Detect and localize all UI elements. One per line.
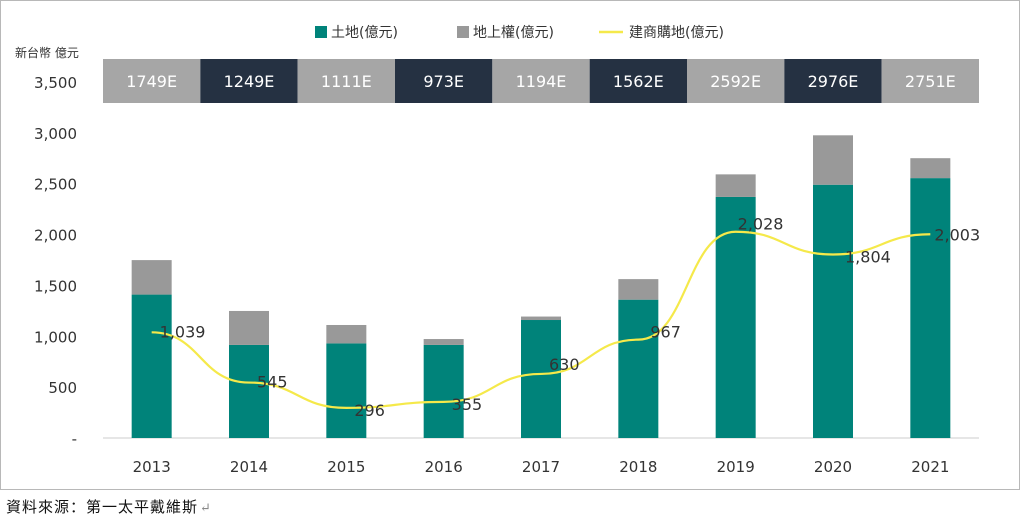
bar-segment-superficies [715,174,756,197]
total-box [881,59,979,103]
developer-land-line [151,230,931,409]
bar-segment-superficies [423,339,464,345]
x-tick-label: 2015 [327,458,365,476]
return-mark: ↵ [200,501,212,516]
line-data-label: 967 [650,323,681,342]
total-box [103,59,201,103]
line-data-label: 1,039 [160,322,206,341]
legend-label: 建商購地(億元) [629,25,724,41]
y-tick-label: 2,000 [34,227,77,245]
line-data-label: 630 [549,355,580,374]
bar-segment-land [618,299,659,438]
total-box-label: 1562E [613,72,664,91]
total-box-label: 2592E [710,72,761,91]
x-tick-label: 2021 [911,458,949,476]
y-tick-label: - [72,430,77,448]
bar-segment-superficies [910,158,951,179]
x-tick-label: 2019 [717,458,755,476]
bar-segment-land [229,344,269,438]
x-tick-label: 2014 [230,458,268,476]
bar-segment-superficies [813,135,853,185]
source-text: 資料來源：第一太平戴維斯 [6,498,199,516]
total-box-label: 2976E [808,72,859,91]
bar-segment-land [813,184,853,438]
line-data-label: 2,003 [934,225,980,244]
total-box [200,59,298,103]
y-tick-label: 1,000 [34,328,77,346]
chart-frame: - 500 1,000 1,500 2,000 2,500 3,000 3,500 新台幣 億元… [0,0,1020,490]
bar-segment-land [715,196,756,438]
total-box [297,59,395,103]
legend-swatch [315,26,327,38]
total-box [589,59,687,103]
total-box [395,59,493,103]
total-box-label: 2751E [905,72,956,91]
bar-segment-superficies [131,260,172,295]
bar-segment-superficies [521,316,561,321]
bar-segment-land [423,344,464,438]
total-box-label: 1249E [224,72,275,91]
line-data-label: 1,804 [845,248,891,267]
bar-segment-superficies [326,324,367,344]
y-tick-label: 3,500 [34,74,77,92]
bar-segment-land [910,178,951,438]
x-tick-label: 2013 [133,458,171,476]
y-tick-label: 2,500 [34,176,77,194]
bar-segment-superficies [229,310,269,345]
bar-segment-land [326,343,367,438]
line-data-label: 545 [257,373,288,392]
line-data-label: 2,028 [738,215,784,234]
total-box [687,59,785,103]
y-tick-label: 1,500 [34,277,77,295]
total-box [492,59,590,103]
line-data-label: 296 [354,401,385,420]
total-box-label: 1111E [321,72,372,91]
legend-label: 地上權(億元) [473,25,554,41]
y-tick-label: 3,000 [34,125,77,143]
x-tick-label: 2018 [619,458,657,476]
y-tick-label: 500 [48,379,77,397]
total-box-label: 973E [423,72,464,91]
total-box-label: 1194E [516,72,567,91]
stacked-bar-line-chart: - 500 1,000 1,500 2,000 2,500 3,000 3,500 新台幣 億元… [15,25,980,476]
source-note: 資料來源：第一太平戴維斯 ↵ [6,496,212,517]
legend-label: 土地(億元) [331,25,398,41]
total-box [784,59,882,103]
line-data-label: 355 [452,395,483,414]
bar-segment-land [131,294,172,438]
x-tick-label: 2020 [814,458,852,476]
bar-segment-land [521,320,561,438]
legend-swatch [457,26,469,38]
total-box-label: 1749E [126,72,177,91]
bar-segment-superficies [618,279,659,300]
unit-label: 新台幣 億元 [15,45,79,60]
x-tick-label: 2016 [425,458,463,476]
x-tick-label: 2017 [522,458,560,476]
